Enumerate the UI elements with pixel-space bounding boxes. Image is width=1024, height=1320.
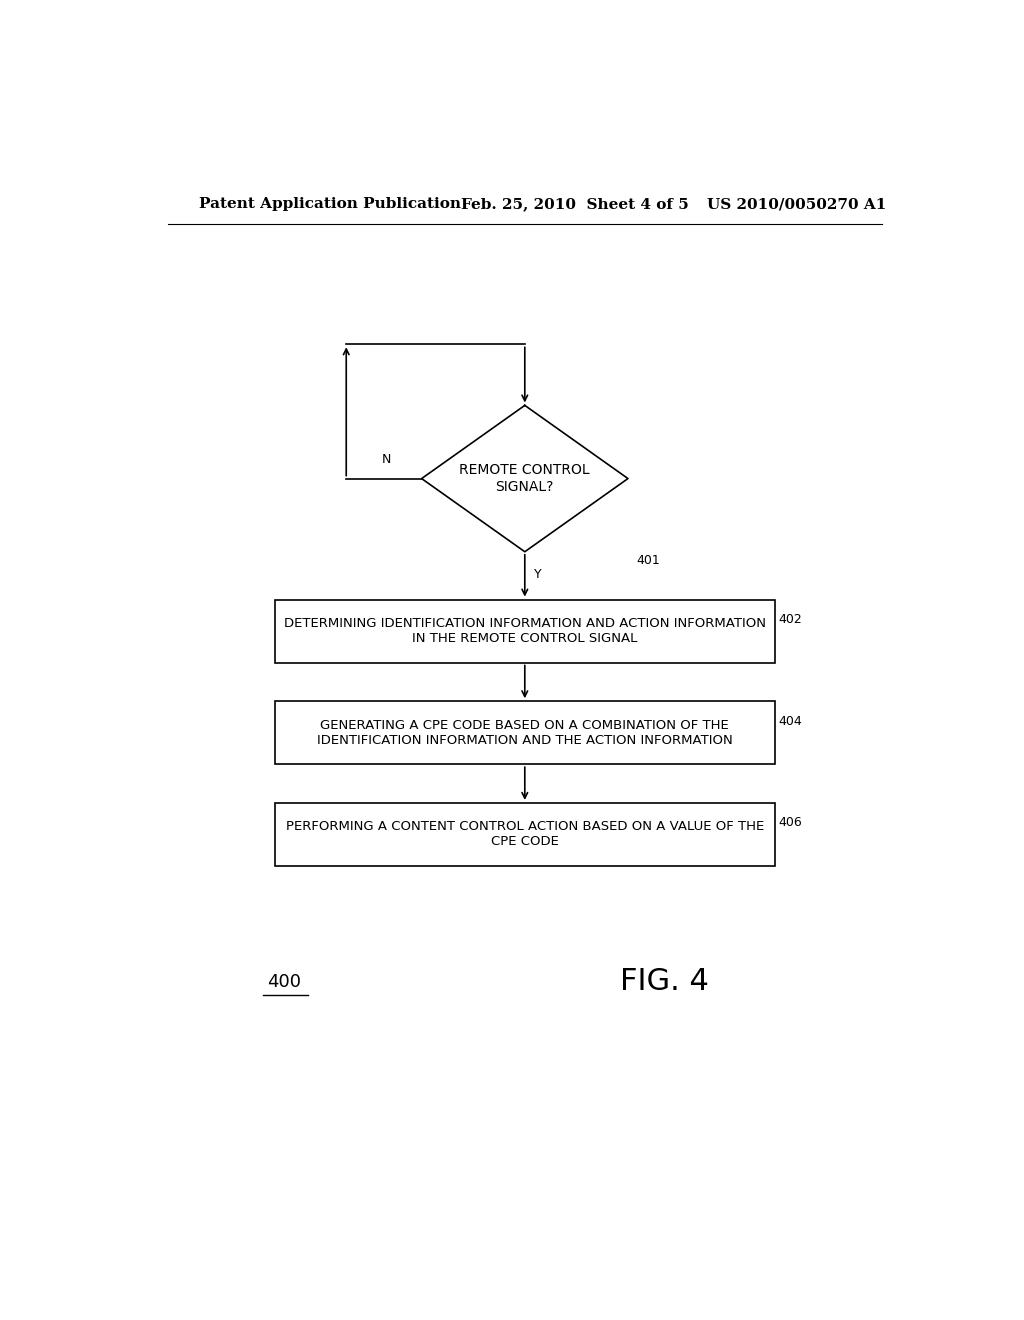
FancyBboxPatch shape <box>274 701 775 764</box>
Text: 400: 400 <box>267 973 301 991</box>
Text: Y: Y <box>535 568 542 581</box>
Text: REMOTE CONTROL
SIGNAL?: REMOTE CONTROL SIGNAL? <box>460 463 590 494</box>
Text: PERFORMING A CONTENT CONTROL ACTION BASED ON A VALUE OF THE
CPE CODE: PERFORMING A CONTENT CONTROL ACTION BASE… <box>286 820 764 849</box>
Text: US 2010/0050270 A1: US 2010/0050270 A1 <box>708 197 887 211</box>
Text: FIG. 4: FIG. 4 <box>620 968 709 997</box>
Text: Feb. 25, 2010  Sheet 4 of 5: Feb. 25, 2010 Sheet 4 of 5 <box>461 197 689 211</box>
Text: N: N <box>382 453 391 466</box>
Text: 402: 402 <box>778 612 803 626</box>
FancyBboxPatch shape <box>274 803 775 866</box>
Text: GENERATING A CPE CODE BASED ON A COMBINATION OF THE
IDENTIFICATION INFORMATION A: GENERATING A CPE CODE BASED ON A COMBINA… <box>316 718 733 747</box>
Text: 406: 406 <box>778 816 803 829</box>
FancyBboxPatch shape <box>274 599 775 663</box>
Text: DETERMINING IDENTIFICATION INFORMATION AND ACTION INFORMATION
IN THE REMOTE CONT: DETERMINING IDENTIFICATION INFORMATION A… <box>284 616 766 645</box>
Text: 401: 401 <box>636 554 659 568</box>
Text: Patent Application Publication: Patent Application Publication <box>200 197 462 211</box>
Text: 404: 404 <box>778 714 803 727</box>
